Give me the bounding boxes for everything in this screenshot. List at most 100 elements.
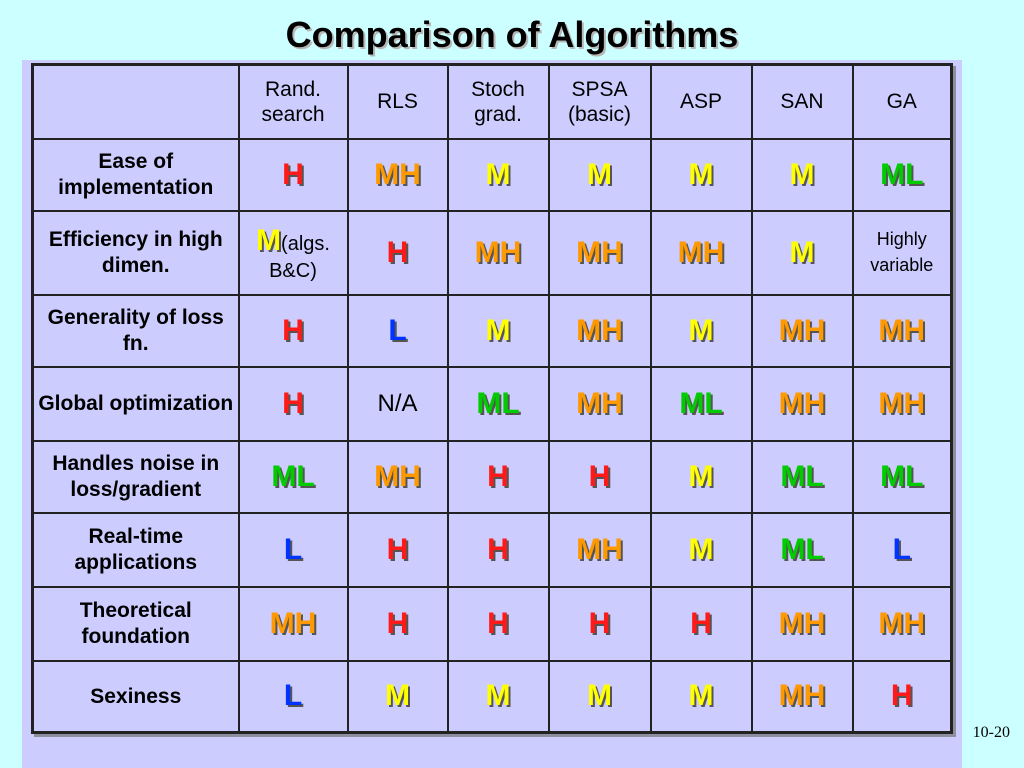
rating-value: MH <box>269 606 317 640</box>
rating-value: MH <box>878 313 926 347</box>
rating-cell: MH <box>851 365 953 442</box>
rating-value: ML <box>780 532 824 566</box>
rating-cell: MH <box>547 511 652 588</box>
rating-cell: MH <box>237 585 349 662</box>
rating-value: M <box>789 157 815 191</box>
rating-cell: H <box>446 511 550 588</box>
rating-value: H <box>487 606 509 640</box>
column-header-ga: GA <box>851 63 953 140</box>
rating-cell: M <box>649 659 753 734</box>
rating-cell: H <box>237 365 349 442</box>
rating-cell: MH <box>750 365 854 442</box>
rating-value: M <box>789 235 815 269</box>
rating-cell: MH <box>547 365 652 442</box>
table-row: Efficiency in high dimen. M(algs. B&C) H MH… <box>31 209 953 296</box>
rating-value: N/A <box>377 389 418 417</box>
rating-value: M <box>688 459 714 493</box>
column-header-rls: RLS <box>346 63 449 140</box>
rating-cell: ML <box>237 439 349 514</box>
rating-value: H <box>690 606 712 640</box>
rating-cell: H <box>649 585 753 662</box>
page-title: Comparison of Algorithms <box>285 14 739 55</box>
rating-note: (algs. B&C) <box>269 232 330 282</box>
row-label: Efficiency in high dimen. <box>31 209 240 296</box>
rating-value: MH <box>576 532 623 566</box>
rating-cell: M <box>649 511 753 588</box>
rating-value: H <box>487 532 509 566</box>
rating-cell: L <box>346 293 449 368</box>
rating-value: L <box>283 532 303 566</box>
rating-cell: ML <box>851 439 953 514</box>
rating-value: H <box>282 313 304 347</box>
row-label: Ease of implementation <box>31 137 240 212</box>
table-row: Global optimization H N/A ML MH ML MH MH <box>31 365 953 442</box>
rating-value: MH <box>677 235 725 269</box>
rating-cell: M <box>649 293 753 368</box>
rating-cell: M <box>446 137 550 212</box>
rating-value: H <box>588 459 611 493</box>
rating-value: ML <box>880 459 924 493</box>
rating-cell: L <box>237 511 349 588</box>
rating-cell: M <box>547 659 652 734</box>
rating-cell: MH <box>649 209 753 296</box>
rating-value: H <box>282 157 304 191</box>
table-row: Real-time applications L H H MH M ML L <box>31 511 953 588</box>
rating-value: M <box>688 532 714 566</box>
table-row: Generality of loss fn. H L M MH M MH MH <box>31 293 953 368</box>
rating-value: MH <box>576 235 623 269</box>
rating-cell: Highly variable <box>851 209 953 296</box>
rating-cell: H <box>446 439 550 514</box>
rating-cell: M <box>750 137 854 212</box>
rating-value: MH <box>474 235 522 269</box>
rating-cell: M(algs. B&C) <box>237 209 349 296</box>
rating-cell: H <box>547 439 652 514</box>
row-label: Generality of loss fn. <box>31 293 240 368</box>
table-row: Handles noise in loss/gradient ML MH H H M ML M… <box>31 439 953 514</box>
rating-cell: MH <box>750 293 854 368</box>
rating-value: ML <box>476 386 520 420</box>
rating-value: H <box>386 235 409 269</box>
header-row: Rand. search RLS Stoch grad. SPSA (basic… <box>31 63 953 140</box>
rating-cell: M <box>446 293 550 368</box>
rating-value: M <box>587 157 612 191</box>
rating-cell: H <box>446 585 550 662</box>
rating-cell: MH <box>446 209 550 296</box>
rating-cell: MH <box>346 439 449 514</box>
rating-value: MH <box>878 606 926 640</box>
rating-value: L <box>892 532 911 566</box>
rating-value: H <box>386 606 409 640</box>
rating-value: L <box>388 313 407 347</box>
rating-value: M <box>688 679 714 713</box>
rating-cell: M <box>649 439 753 514</box>
rating-cell: M <box>547 137 652 212</box>
rating-value: MH <box>778 386 826 420</box>
rating-cell: H <box>346 511 449 588</box>
rating-value: ML <box>780 459 824 493</box>
rating-cell: L <box>237 659 349 734</box>
row-label: Handles noise in loss/gradient <box>31 439 240 514</box>
table-body: Ease of implementation H MH M M M M ML Efficienc… <box>31 137 953 734</box>
rating-cell: ML <box>750 511 854 588</box>
row-label: Sexiness <box>31 659 240 734</box>
rating-cell: M <box>346 659 449 734</box>
rating-value: ML <box>679 386 723 420</box>
rating-cell: MH <box>750 659 854 734</box>
corner-cell <box>31 63 240 140</box>
rating-value: MH <box>778 313 826 347</box>
rating-value: H <box>588 606 611 640</box>
rating-cell: MH <box>547 293 652 368</box>
rating-value: M <box>688 157 714 191</box>
rating-cell: ML <box>851 137 953 212</box>
rating-cell: H <box>346 585 449 662</box>
rating-value: H <box>386 532 409 566</box>
rating-cell: MH <box>851 293 953 368</box>
rating-value: M <box>485 313 511 347</box>
column-header-spsa-basic: SPSA (basic) <box>547 63 652 140</box>
rating-cell: MH <box>750 585 854 662</box>
rating-value: M <box>485 679 511 713</box>
rating-value: L <box>283 679 303 713</box>
column-header-san: SAN <box>750 63 854 140</box>
rating-cell: M <box>446 659 550 734</box>
rating-cell: H <box>547 585 652 662</box>
rating-value: MH <box>374 459 421 493</box>
